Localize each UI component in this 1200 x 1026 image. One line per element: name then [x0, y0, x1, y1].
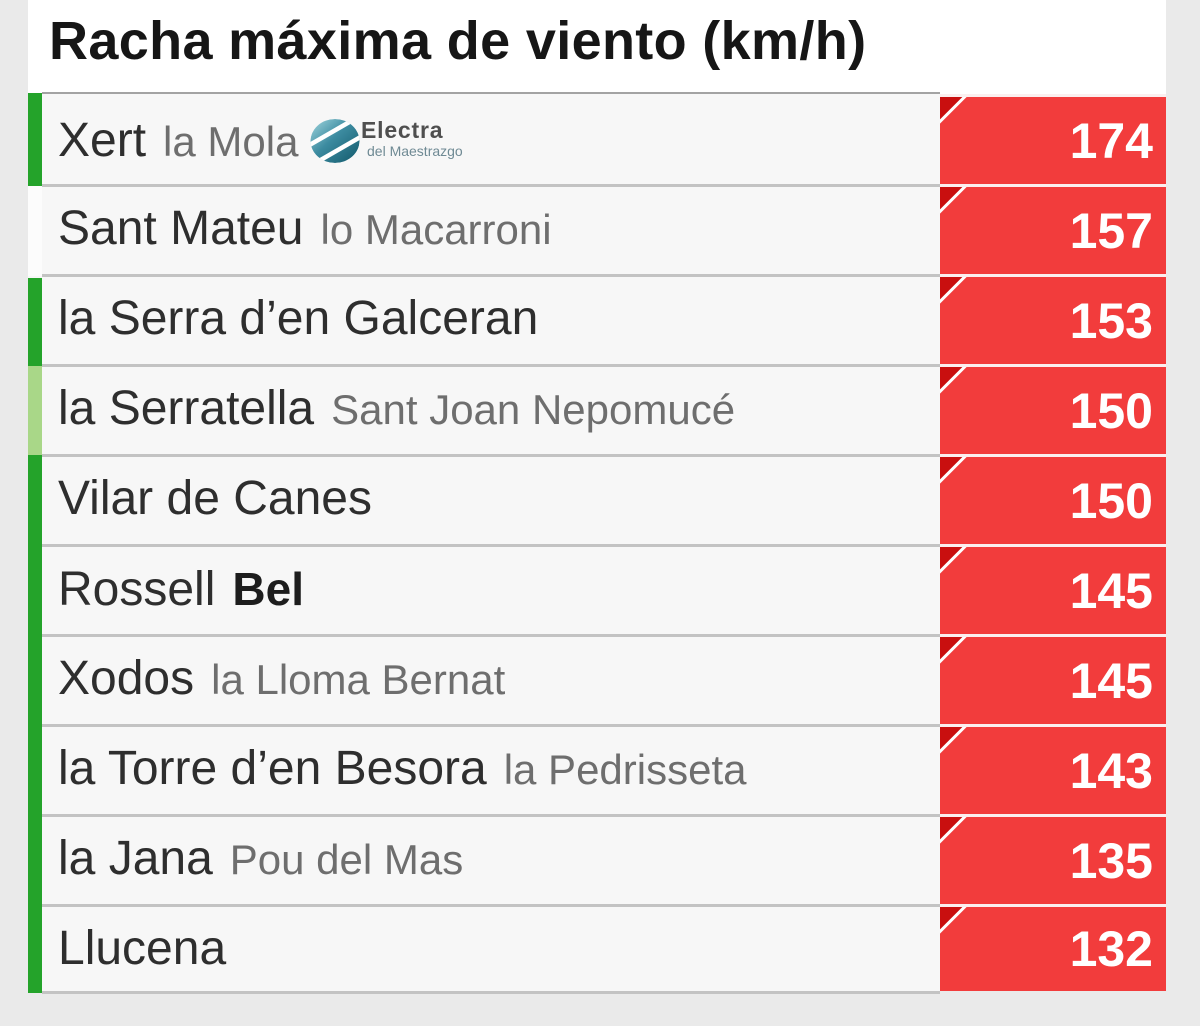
- svg-text:del Maestrazgo: del Maestrazgo: [367, 143, 463, 159]
- svg-text:Electra: Electra: [361, 117, 443, 143]
